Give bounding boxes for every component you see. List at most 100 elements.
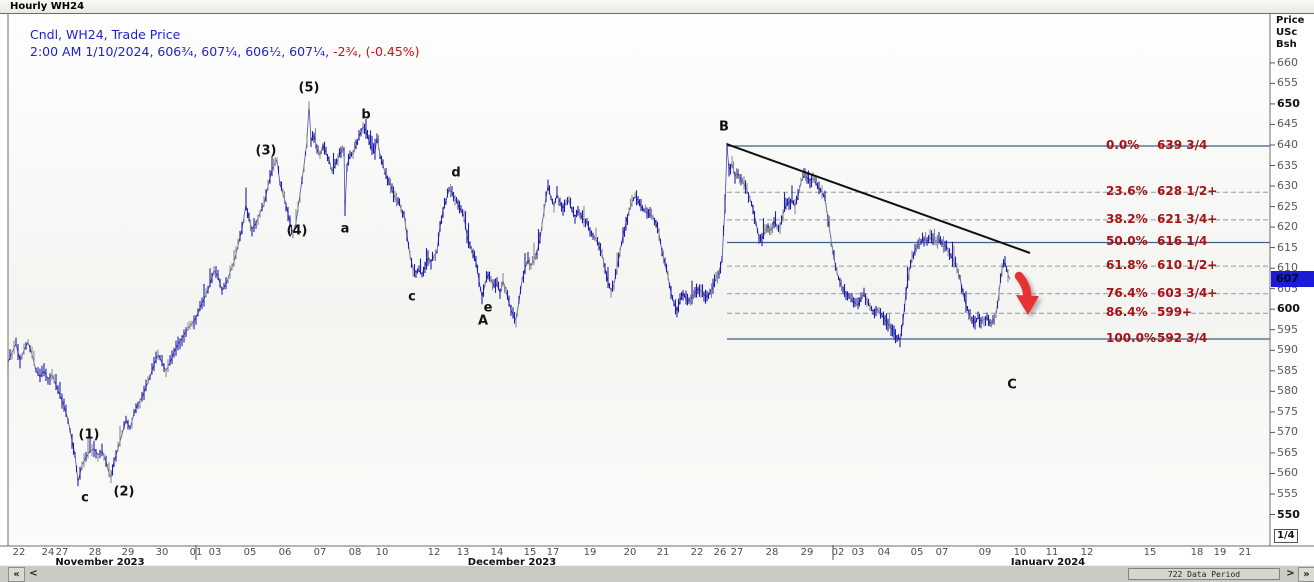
price-axis[interactable]: Price USc Bsh 660 655 650 645 640 635 630 625 62… <box>1271 14 1314 546</box>
data-period-indicator: 722 Data Period <box>1128 568 1280 580</box>
date-tick: 11 <box>1045 547 1059 558</box>
price-axis-unit-line3: Bsh <box>1276 39 1297 50</box>
fib-label-38.2%: 38.2% 621 3/4+ <box>1106 212 1218 226</box>
price-tick-640: 640 <box>1277 138 1298 151</box>
price-tick-590: 590 <box>1277 343 1298 356</box>
wave-label-A: A <box>477 313 489 329</box>
plot-background <box>8 14 1270 546</box>
date-tick: 29 <box>121 547 135 558</box>
date-tick: 28 <box>88 547 102 558</box>
fib-label-0.0%: 0.0% 639 3/4 <box>1106 138 1208 152</box>
price-tick-660: 660 <box>1277 56 1298 69</box>
price-tick-550: 550 <box>1277 508 1300 521</box>
date-tick: 18 <box>1190 547 1204 558</box>
legend-series-line: Cndl, WH24, Trade Price <box>30 27 181 42</box>
date-tick: 10 <box>375 547 389 558</box>
date-tick: 27 <box>55 547 69 558</box>
date-tick: 26 <box>713 547 727 558</box>
price-tick-630: 630 <box>1277 179 1298 192</box>
price-tick-625: 625 <box>1277 200 1298 213</box>
fib-label-100.0%: 100.0% 592 3/4 <box>1106 331 1208 345</box>
wave-label-a: a <box>340 221 350 237</box>
wave-label-b: b <box>361 107 371 123</box>
scroll-right-button[interactable]: > <box>1286 568 1295 579</box>
price-tick-615: 615 <box>1277 241 1298 254</box>
date-tick: 05 <box>910 547 924 558</box>
date-tick: 28 <box>765 547 779 558</box>
price-tick-620: 620 <box>1277 220 1298 233</box>
wave-label-B: B <box>719 119 729 135</box>
date-tick: 08 <box>348 547 362 558</box>
date-tick: 03 <box>851 547 865 558</box>
date-tick: 30 <box>155 547 169 558</box>
red-down-arrow <box>1014 271 1039 315</box>
fib-label-61.8%: 61.8% 610 1/2+ <box>1106 258 1218 272</box>
wave-label-c: c <box>408 289 416 305</box>
date-tick: 10 <box>1013 547 1027 558</box>
date-tick: 07 <box>313 547 327 558</box>
tick-size-box: 1/4 <box>1274 529 1298 543</box>
fib-label-76.4%: 76.4% 603 3/4+ <box>1106 286 1218 300</box>
price-tick-645: 645 <box>1277 117 1298 130</box>
price-tick-635: 635 <box>1277 159 1298 172</box>
date-tick: 19 <box>1213 547 1227 558</box>
date-tick: 22 <box>12 547 26 558</box>
price-tick-560: 560 <box>1277 466 1298 479</box>
date-tick: 29 <box>800 547 814 558</box>
scroll-far-left-button[interactable]: « <box>8 567 25 582</box>
price-tick-610: 610 <box>1277 261 1298 274</box>
date-tick: 24 <box>41 547 55 558</box>
date-tick: 22 <box>690 547 704 558</box>
wave-label-3: (3) <box>255 143 277 159</box>
date-tick: 27 <box>730 547 744 558</box>
date-tick: 09 <box>978 547 992 558</box>
price-tick-565: 565 <box>1277 446 1298 459</box>
horizontal-scrollbar[interactable]: « < 722 Data Period > » <box>0 565 1314 582</box>
price-tick-600: 600 <box>1277 302 1300 315</box>
price-axis-unit-label: Price USc Bsh <box>1276 15 1304 51</box>
date-axis[interactable]: 22 24 27 28 29 30 01 03 05 06 07 08 10 12 13 14 15 17 19 20… <box>0 546 1314 568</box>
date-tick: 04 <box>877 547 891 558</box>
wave-label-1: (1) <box>78 427 100 443</box>
legend-quote-line: 2:00 AM 1/10/2024, 606³⁄₄, 607¹⁄₄, 606¹⁄… <box>30 43 420 60</box>
date-tick: 13 <box>456 547 470 558</box>
wave-label-C: C <box>1007 377 1017 393</box>
plot-borders <box>0 14 1314 560</box>
price-axis-unit-line2: USc <box>1276 27 1298 38</box>
fibonacci-lines <box>727 145 1270 340</box>
date-tick: 05 <box>243 547 257 558</box>
wave-label-d: d <box>451 165 461 181</box>
window-title: Hourly WH24 <box>10 1 85 12</box>
wave-label-2: (2) <box>113 484 135 500</box>
price-tick-595: 595 <box>1277 323 1298 336</box>
last-price-tag: 607 <box>1271 271 1314 287</box>
wave-label-c: c <box>81 490 89 506</box>
scroll-left-button[interactable]: < <box>29 568 38 579</box>
date-tick: 06 <box>278 547 292 558</box>
price-tick-585: 585 <box>1277 364 1298 377</box>
wave-label-4: (4) <box>286 223 308 239</box>
legend-quote-values: 2:00 AM 1/10/2024, 606³⁄₄, 607¹⁄₄, 606¹⁄… <box>30 44 334 59</box>
wave-label-e: e <box>483 300 493 316</box>
date-tick: 20 <box>623 547 637 558</box>
legend-quote-change: -2³⁄₄, (-0.45%) <box>333 44 420 59</box>
price-tick-580: 580 <box>1277 384 1298 397</box>
date-tick: 19 <box>583 547 597 558</box>
date-tick: 02 <box>831 547 845 558</box>
trendline <box>726 143 1031 254</box>
price-tick-555: 555 <box>1277 487 1298 500</box>
price-tick-570: 570 <box>1277 425 1298 438</box>
window-title-bar: Hourly WH24 <box>0 0 1314 14</box>
date-tick: 14 <box>490 547 504 558</box>
candles <box>7 101 1011 487</box>
scroll-far-right-button[interactable]: » <box>1298 567 1314 582</box>
price-tick-655: 655 <box>1277 76 1298 89</box>
month-label: November 2023 <box>55 557 145 568</box>
date-tick: 15 <box>1143 547 1157 558</box>
month-label: December 2023 <box>467 557 557 568</box>
date-tick: 21 <box>1238 547 1252 558</box>
price-tick-650: 650 <box>1277 97 1300 110</box>
date-tick: 17 <box>546 547 560 558</box>
